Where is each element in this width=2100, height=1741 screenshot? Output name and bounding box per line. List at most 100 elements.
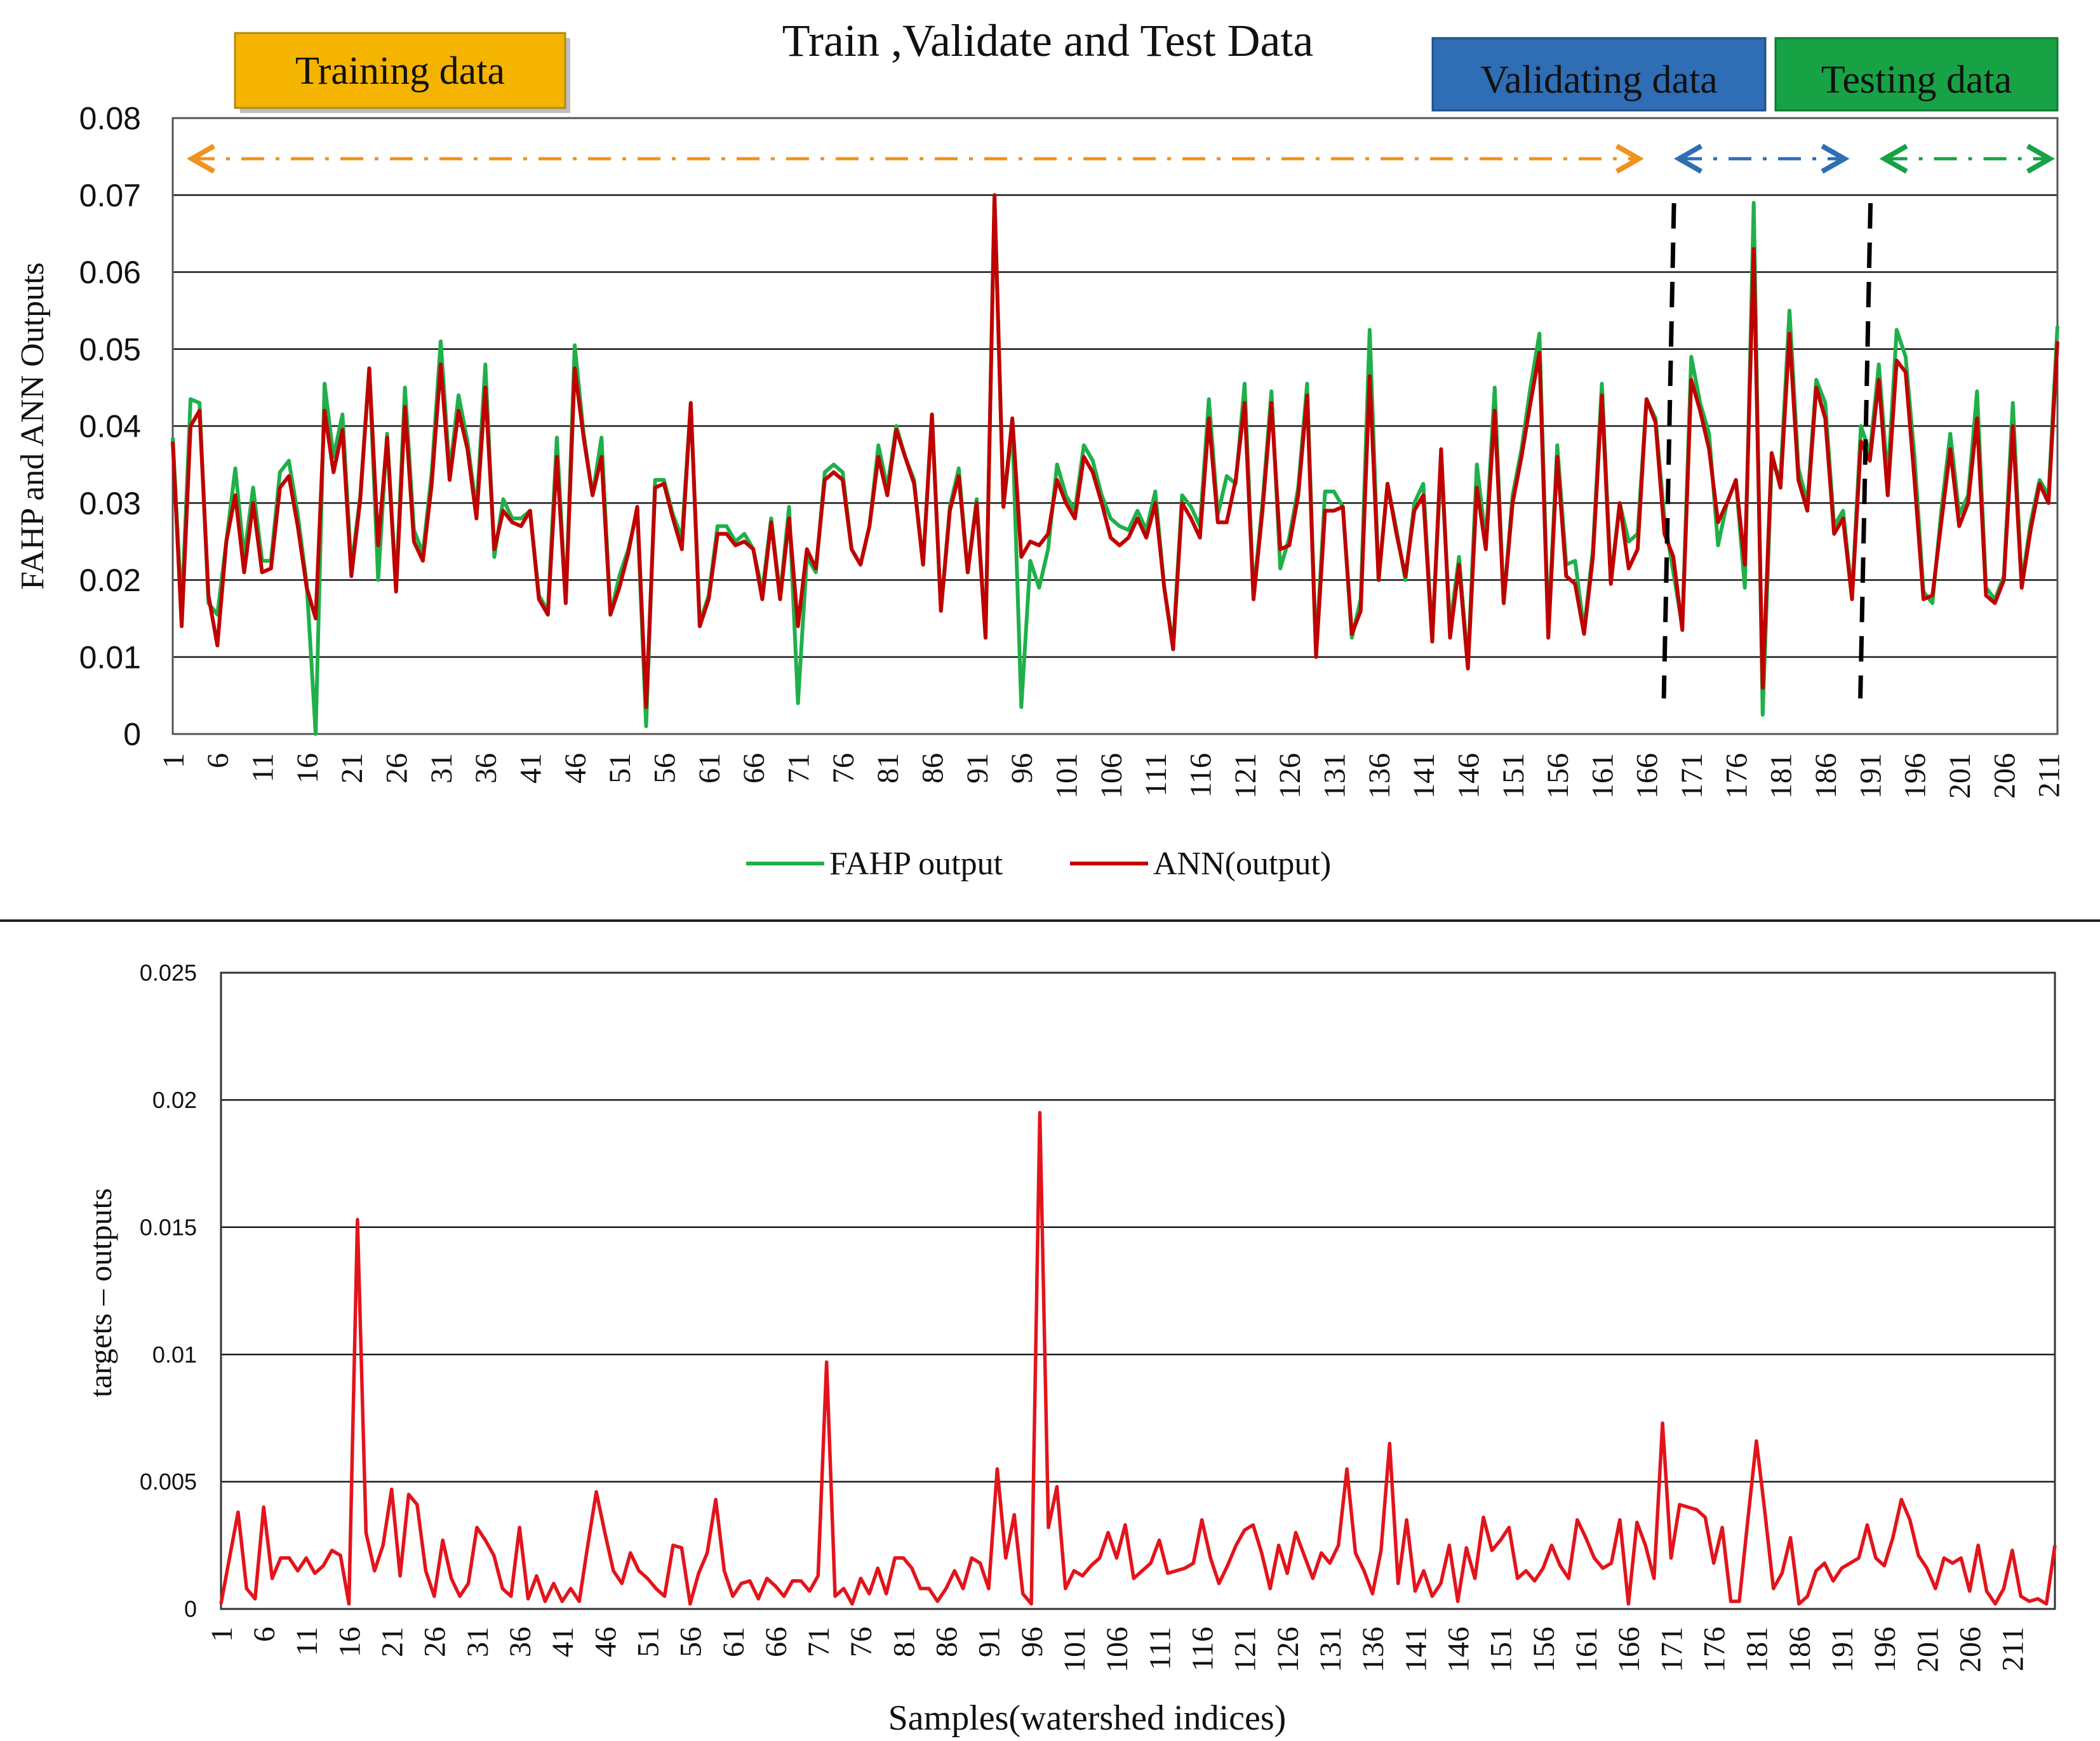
x-tick-label: 101 [1050, 753, 1083, 799]
x-tick-label: 31 [425, 753, 458, 784]
x-tick-label: 111 [1139, 753, 1173, 796]
y-tick-label: 0.01 [79, 639, 141, 675]
x-tick-label: 91 [973, 1627, 1007, 1657]
x-tick-label: 176 [1720, 753, 1753, 799]
x-tick-labels: 1 6 11 16 21 26 31 36 41 46 51 56 61 66 71 76 81 86 91 96 10… [205, 1627, 2030, 1672]
x-tick-label: 186 [1783, 1627, 1817, 1672]
x-tick-label: 6 [201, 753, 235, 768]
x-tick-label: 1 [205, 1627, 239, 1642]
x-tick-label: 36 [469, 753, 503, 784]
x-tick-label: 96 [1005, 753, 1039, 784]
outputs-chart: Train ,Validate and Test Data 00.010.020… [15, 15, 2066, 882]
x-tick-label: 26 [380, 753, 413, 784]
x-tick-label: 91 [961, 753, 994, 784]
y-tick-label: 0.03 [79, 486, 141, 521]
x-tick-label: 106 [1095, 753, 1128, 799]
x-tick-label: 76 [827, 753, 860, 784]
x-tick-label: 66 [737, 753, 771, 784]
x-tick-label: 151 [1497, 753, 1530, 799]
validating-label: Validating data [1480, 58, 1718, 102]
x-tick-label: 81 [887, 1627, 921, 1657]
x-tick-label: 121 [1229, 753, 1262, 799]
x-tick-label: 106 [1100, 1627, 1134, 1672]
training-box-face [234, 32, 566, 109]
x-tick-label: 186 [1809, 753, 1843, 799]
x-tick-label: 16 [333, 1627, 366, 1657]
x-tick-label: 161 [1586, 753, 1619, 799]
training-label: Training data [295, 50, 505, 93]
x-tick-label: 171 [1655, 1627, 1689, 1672]
x-tick-label: 201 [1911, 1627, 1944, 1672]
y-tick-label: 0.08 [79, 101, 141, 137]
y-tick-label: 0.07 [79, 178, 141, 213]
validating-box-face [1431, 37, 1767, 112]
x-tick-label: 201 [1943, 753, 1977, 799]
x-tick-label: 171 [1675, 753, 1709, 799]
y-tick-label: 0.02 [79, 563, 141, 598]
x-tick-label: 126 [1273, 753, 1307, 799]
split-divider [1858, 203, 1873, 699]
x-tick-label: 131 [1318, 753, 1351, 799]
x-tick-label: 196 [1868, 1627, 1902, 1672]
region-validating-label: Validating data [1431, 37, 1767, 112]
x-tick-label: 11 [246, 753, 279, 782]
x-tick-label: 131 [1314, 1627, 1348, 1672]
x-tick-label: 156 [1541, 753, 1575, 799]
x-tick-labels: 1 6 11 16 21 26 31 36 41 46 51 56 61 66 71 76 81 86 91 96 10… [157, 753, 2066, 799]
x-tick-label: 196 [1899, 753, 1932, 799]
x-tick-label: 21 [375, 1627, 409, 1657]
x-tick-label: 86 [930, 1627, 964, 1657]
y-axis-label: FAHP and ANN Outputs [15, 262, 51, 590]
y-tick-label: 0.04 [79, 409, 141, 444]
region-testing-label: Testing data [1774, 37, 2059, 112]
y-tick-label: 0.01 [152, 1342, 197, 1368]
x-tick-label: 56 [648, 753, 681, 784]
x-tick-label: 46 [559, 753, 592, 784]
legend: FAHP output ANN(output) [746, 846, 1331, 882]
x-tick-label: 16 [291, 753, 324, 784]
x-tick-label: 86 [916, 753, 949, 784]
x-tick-label: 11 [290, 1627, 324, 1656]
legend-label-ann: ANN(output) [1153, 846, 1331, 882]
x-tick-label: 111 [1143, 1627, 1177, 1670]
x-tick-label: 116 [1186, 1627, 1220, 1671]
x-tick-label: 116 [1184, 753, 1217, 797]
x-tick-label: 1 [157, 753, 191, 768]
x-tick-label: 61 [693, 753, 726, 784]
x-tick-label: 71 [802, 1627, 836, 1657]
x-tick-label: 51 [631, 1627, 665, 1657]
x-tick-label: 61 [717, 1627, 751, 1657]
y-tick-label: 0.025 [140, 960, 197, 986]
x-tick-label: 126 [1271, 1627, 1305, 1672]
y-tick-labels: 0 0.005 0.01 0.015 0.02 0.025 [140, 960, 197, 1622]
x-tick-label: 26 [418, 1627, 452, 1657]
x-tick-label: 211 [1996, 1627, 2030, 1671]
x-axis-label: Samples(watershed indices) [888, 1698, 1287, 1738]
x-tick-label: 166 [1612, 1627, 1646, 1672]
y-tick-label: 0.02 [152, 1087, 197, 1113]
x-tick-label: 181 [1741, 1627, 1774, 1672]
testing-box-face [1774, 37, 2059, 112]
x-tick-label: 76 [845, 1627, 878, 1657]
x-tick-label: 41 [514, 753, 547, 784]
region-training-label: Training data [234, 32, 570, 113]
x-tick-label: 211 [2033, 753, 2066, 797]
x-tick-label: 136 [1363, 753, 1396, 799]
x-tick-label: 166 [1631, 753, 1664, 799]
series-lines [171, 193, 2059, 736]
x-tick-label: 96 [1015, 1627, 1049, 1657]
x-tick-label: 176 [1697, 1627, 1731, 1672]
x-tick-label: 121 [1229, 1627, 1262, 1672]
x-tick-label: 6 [248, 1627, 281, 1642]
y-tick-label: 0 [184, 1596, 197, 1622]
testing-label: Testing data [1821, 58, 2012, 102]
x-tick-label: 56 [674, 1627, 708, 1657]
x-tick-label: 141 [1407, 753, 1441, 799]
y-tick-labels: 0 0.01 0.02 0.03 0.04 0.05 0.06 0.07 0.08 [79, 101, 141, 752]
x-tick-label: 46 [589, 1627, 622, 1657]
series-line-ann [171, 193, 2059, 709]
x-tick-label: 181 [1765, 753, 1798, 799]
x-tick-label: 81 [871, 753, 905, 784]
